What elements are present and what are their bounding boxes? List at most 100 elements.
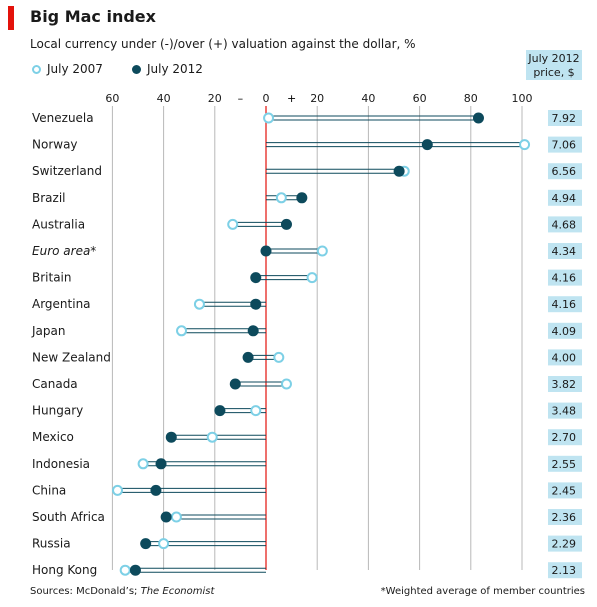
point-july-2012	[129, 564, 141, 576]
price-box	[548, 269, 582, 286]
price-value: 4.34	[552, 245, 577, 258]
price-box	[548, 429, 582, 446]
point-july-2012	[229, 378, 241, 390]
x-tick-label: 100	[512, 92, 533, 105]
minus-sign-label: –	[238, 92, 244, 105]
point-july-2012	[280, 218, 292, 230]
point-july-2012	[150, 484, 162, 496]
price-value: 7.06	[552, 139, 577, 152]
point-july-2007	[112, 484, 124, 496]
price-box	[548, 243, 582, 259]
country-label: South Africa	[32, 510, 105, 524]
price-value: 2.29	[552, 538, 577, 551]
point-july-2012	[214, 405, 226, 417]
legend-item-july-2012: July 2012	[132, 62, 203, 76]
country-label: New Zealand	[32, 350, 111, 364]
accent-red-tab	[8, 6, 14, 30]
country-label: Argentina	[32, 297, 91, 311]
point-july-2012	[247, 325, 259, 337]
point-july-2012	[296, 192, 308, 204]
price-header-line1: July 2012	[528, 52, 580, 65]
chart-title: Big Mac index	[30, 7, 156, 26]
point-july-2007	[119, 564, 131, 576]
point-july-2012	[165, 431, 177, 443]
point-july-2007	[137, 458, 149, 470]
point-july-2012	[242, 351, 254, 363]
price-box	[548, 509, 582, 525]
point-july-2007	[280, 378, 292, 390]
price-value: 2.70	[552, 431, 577, 444]
country-label: Venezuela	[32, 111, 94, 125]
point-july-2012	[260, 245, 272, 257]
point-july-2007	[273, 351, 285, 363]
price-value: 6.56	[552, 165, 577, 178]
filled-circle-icon	[132, 64, 141, 74]
x-tick-label: 0	[263, 92, 270, 105]
point-july-2012	[250, 272, 262, 284]
price-column-header: July 2012 price, $	[526, 50, 582, 80]
x-tick-label: 60	[105, 92, 119, 105]
price-value: 4.94	[552, 192, 577, 205]
price-header-line2: price, $	[533, 66, 575, 79]
price-value: 3.82	[552, 378, 577, 391]
point-july-2007	[306, 272, 318, 284]
point-july-2007	[176, 325, 188, 337]
point-july-2007	[158, 538, 170, 550]
price-box	[548, 189, 582, 206]
price-box	[548, 136, 582, 153]
country-label: Mexico	[32, 430, 74, 444]
price-value: 4.16	[552, 272, 577, 285]
price-value: 2.45	[552, 484, 577, 497]
point-july-2012	[472, 112, 484, 124]
country-label: Japan	[31, 324, 65, 338]
country-label: Russia	[32, 537, 71, 551]
country-label: Indonesia	[32, 457, 90, 471]
price-box	[548, 402, 582, 419]
price-box	[548, 163, 582, 180]
price-box	[548, 482, 582, 499]
price-box	[548, 296, 582, 313]
price-value: 4.00	[552, 351, 577, 364]
price-value: 2.13	[552, 564, 577, 577]
point-july-2007	[263, 112, 275, 124]
legend-item-july-2007: July 2007	[32, 62, 103, 76]
country-label: Brazil	[32, 191, 66, 205]
legend-label-july-2012: July 2012	[147, 62, 203, 76]
price-value: 4.09	[552, 325, 577, 338]
chart-subtitle: Local currency under (-)/over (+) valuat…	[30, 37, 416, 51]
point-july-2007	[275, 192, 287, 204]
sources-prefix: Sources: McDonald’s;	[30, 586, 138, 597]
point-july-2007	[206, 431, 218, 443]
country-label: Norway	[32, 138, 78, 152]
country-label: Australia	[32, 217, 85, 231]
country-label: Canada	[32, 377, 78, 391]
x-tick-label: 60	[413, 92, 427, 105]
price-box	[548, 349, 582, 366]
price-box	[548, 216, 582, 233]
point-july-2007	[519, 139, 531, 151]
hollow-circle-icon	[32, 64, 41, 74]
x-tick-label: 20	[310, 92, 324, 105]
legend-label-july-2007: July 2007	[47, 62, 103, 76]
country-label: Switzerland	[32, 164, 102, 178]
point-july-2012	[160, 511, 172, 523]
point-july-2012	[140, 538, 152, 550]
point-july-2007	[250, 405, 262, 417]
point-july-2007	[193, 298, 205, 310]
sources-note: Sources: McDonald’s; The Economist	[30, 586, 214, 597]
price-box	[548, 110, 582, 126]
x-tick-label: 40	[361, 92, 375, 105]
x-tick-label: 80	[464, 92, 478, 105]
price-value: 4.68	[552, 218, 577, 231]
country-label: Hong Kong	[32, 563, 97, 577]
price-box	[548, 535, 582, 552]
price-value: 3.48	[552, 405, 577, 418]
point-july-2012	[421, 139, 433, 151]
price-value: 7.92	[552, 112, 577, 125]
point-july-2012	[250, 298, 262, 310]
point-july-2012	[155, 458, 167, 470]
price-value: 2.55	[552, 458, 577, 471]
price-value: 4.16	[552, 298, 577, 311]
country-label: Britain	[32, 271, 72, 285]
